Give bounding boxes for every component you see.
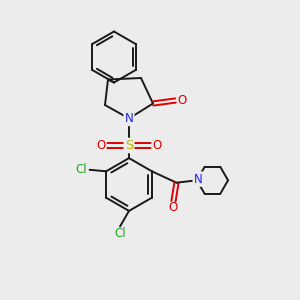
Text: O: O — [153, 139, 162, 152]
Text: N: N — [194, 172, 203, 186]
Text: O: O — [96, 139, 105, 152]
Text: Cl: Cl — [115, 227, 126, 240]
Text: N: N — [124, 112, 134, 125]
Text: O: O — [169, 201, 178, 214]
Text: S: S — [125, 139, 133, 152]
Text: Cl: Cl — [76, 163, 87, 176]
Text: O: O — [178, 94, 187, 107]
